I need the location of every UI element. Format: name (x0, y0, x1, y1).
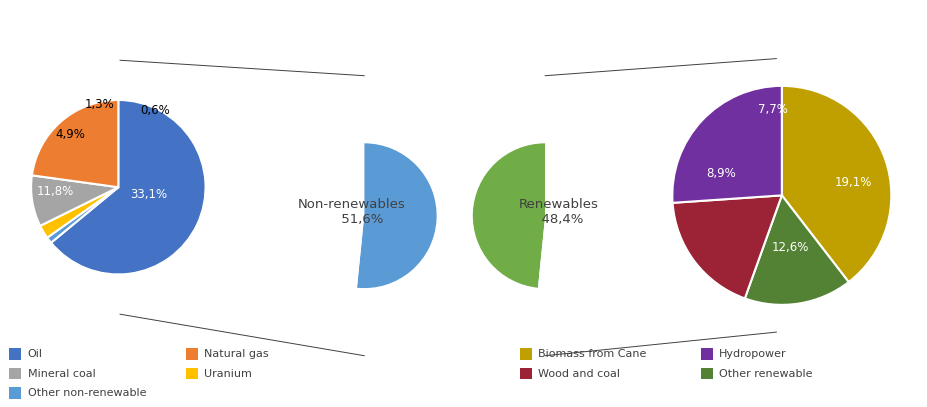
Text: 1,3%: 1,3% (84, 98, 114, 111)
Text: 19,1%: 19,1% (833, 176, 870, 189)
Wedge shape (672, 86, 781, 203)
Text: 33,1%: 33,1% (130, 188, 167, 201)
Text: Natural gas: Natural gas (204, 349, 269, 359)
Text: Renewables
  48,4%: Renewables 48,4% (518, 198, 598, 226)
Wedge shape (781, 86, 890, 282)
Text: Uranium: Uranium (204, 369, 252, 379)
Wedge shape (538, 143, 616, 288)
Text: 11,8%: 11,8% (37, 185, 74, 198)
Text: 12,6%: 12,6% (771, 241, 808, 254)
Wedge shape (473, 143, 545, 288)
Text: 0,6%: 0,6% (140, 104, 170, 117)
Text: 7,7%: 7,7% (757, 103, 787, 116)
Text: Non-renewables
     51,6%: Non-renewables 51,6% (297, 198, 405, 226)
Text: Hydropower: Hydropower (718, 349, 786, 359)
Wedge shape (32, 175, 119, 226)
Wedge shape (357, 143, 436, 288)
Wedge shape (32, 100, 119, 187)
Text: Oil: Oil (28, 349, 43, 359)
Wedge shape (40, 187, 119, 238)
Text: Mineral coal: Mineral coal (28, 369, 95, 379)
Wedge shape (672, 195, 781, 298)
Wedge shape (51, 100, 205, 274)
Text: Other non-renewable: Other non-renewable (28, 388, 146, 398)
Wedge shape (744, 195, 848, 305)
Text: 8,9%: 8,9% (706, 167, 736, 180)
Text: Other renewable: Other renewable (718, 369, 812, 379)
Wedge shape (292, 143, 364, 288)
Text: Wood and coal: Wood and coal (538, 369, 619, 379)
Text: Biomass from Cane: Biomass from Cane (538, 349, 646, 359)
Text: 4,9%: 4,9% (56, 128, 85, 141)
Wedge shape (47, 187, 119, 243)
